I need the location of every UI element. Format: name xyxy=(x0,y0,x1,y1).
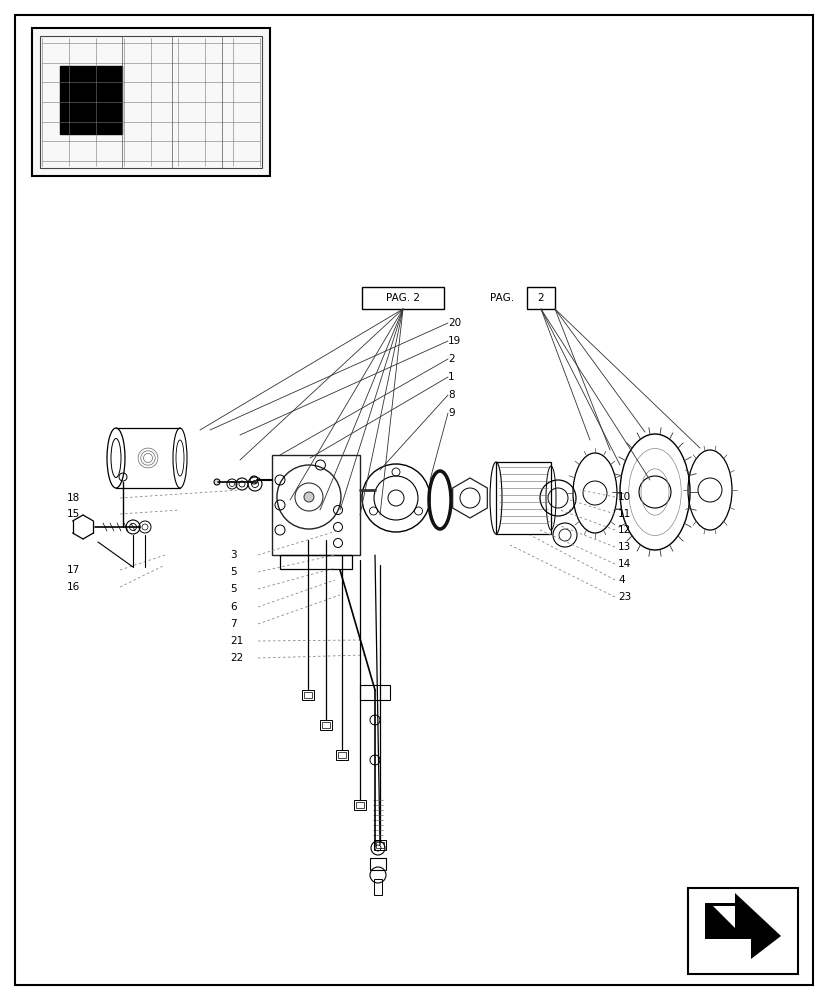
Bar xyxy=(60,66,122,134)
Bar xyxy=(356,802,364,808)
Text: 9: 9 xyxy=(447,408,454,418)
Text: 18: 18 xyxy=(67,493,80,503)
Circle shape xyxy=(304,492,313,502)
Text: 8: 8 xyxy=(447,390,454,400)
Bar xyxy=(280,555,351,569)
Text: 7: 7 xyxy=(230,619,237,629)
Text: 17: 17 xyxy=(67,565,80,575)
Text: 1: 1 xyxy=(447,372,454,382)
Text: 11: 11 xyxy=(617,509,630,519)
Bar xyxy=(272,455,360,555)
Text: 14: 14 xyxy=(617,559,630,569)
Text: 3: 3 xyxy=(230,550,237,560)
Bar xyxy=(319,720,332,730)
Bar xyxy=(375,842,384,848)
Text: 13: 13 xyxy=(617,542,630,552)
Bar xyxy=(495,462,550,534)
Text: 12: 12 xyxy=(617,525,630,535)
Text: 5: 5 xyxy=(230,584,237,594)
Bar xyxy=(337,752,346,758)
Polygon shape xyxy=(712,906,734,928)
Text: 15: 15 xyxy=(67,509,80,519)
Bar xyxy=(40,36,261,168)
Polygon shape xyxy=(704,893,780,959)
Text: 16: 16 xyxy=(67,582,80,592)
Bar xyxy=(360,685,390,700)
Bar xyxy=(304,692,312,698)
Bar xyxy=(302,690,313,700)
Text: 4: 4 xyxy=(617,575,624,585)
Text: 21: 21 xyxy=(230,636,243,646)
Bar xyxy=(336,750,347,760)
Polygon shape xyxy=(452,478,487,518)
Text: 2: 2 xyxy=(537,293,543,303)
Text: 10: 10 xyxy=(617,492,630,502)
Text: 19: 19 xyxy=(447,336,461,346)
Bar xyxy=(354,800,366,810)
Bar xyxy=(689,890,795,972)
Bar xyxy=(370,858,385,870)
Text: 6: 6 xyxy=(230,602,237,612)
Text: 2: 2 xyxy=(447,354,454,364)
Bar xyxy=(32,28,270,176)
Bar xyxy=(361,287,443,309)
Bar xyxy=(526,287,554,309)
Bar xyxy=(687,888,797,974)
Bar xyxy=(322,722,330,728)
Text: 5: 5 xyxy=(230,567,237,577)
Text: 23: 23 xyxy=(617,592,630,602)
Text: PAG. 2: PAG. 2 xyxy=(385,293,419,303)
Text: PAG.: PAG. xyxy=(490,293,514,303)
Text: 20: 20 xyxy=(447,318,461,328)
Bar xyxy=(374,840,385,850)
Text: 22: 22 xyxy=(230,653,243,663)
Circle shape xyxy=(213,479,220,485)
Bar xyxy=(374,879,381,895)
